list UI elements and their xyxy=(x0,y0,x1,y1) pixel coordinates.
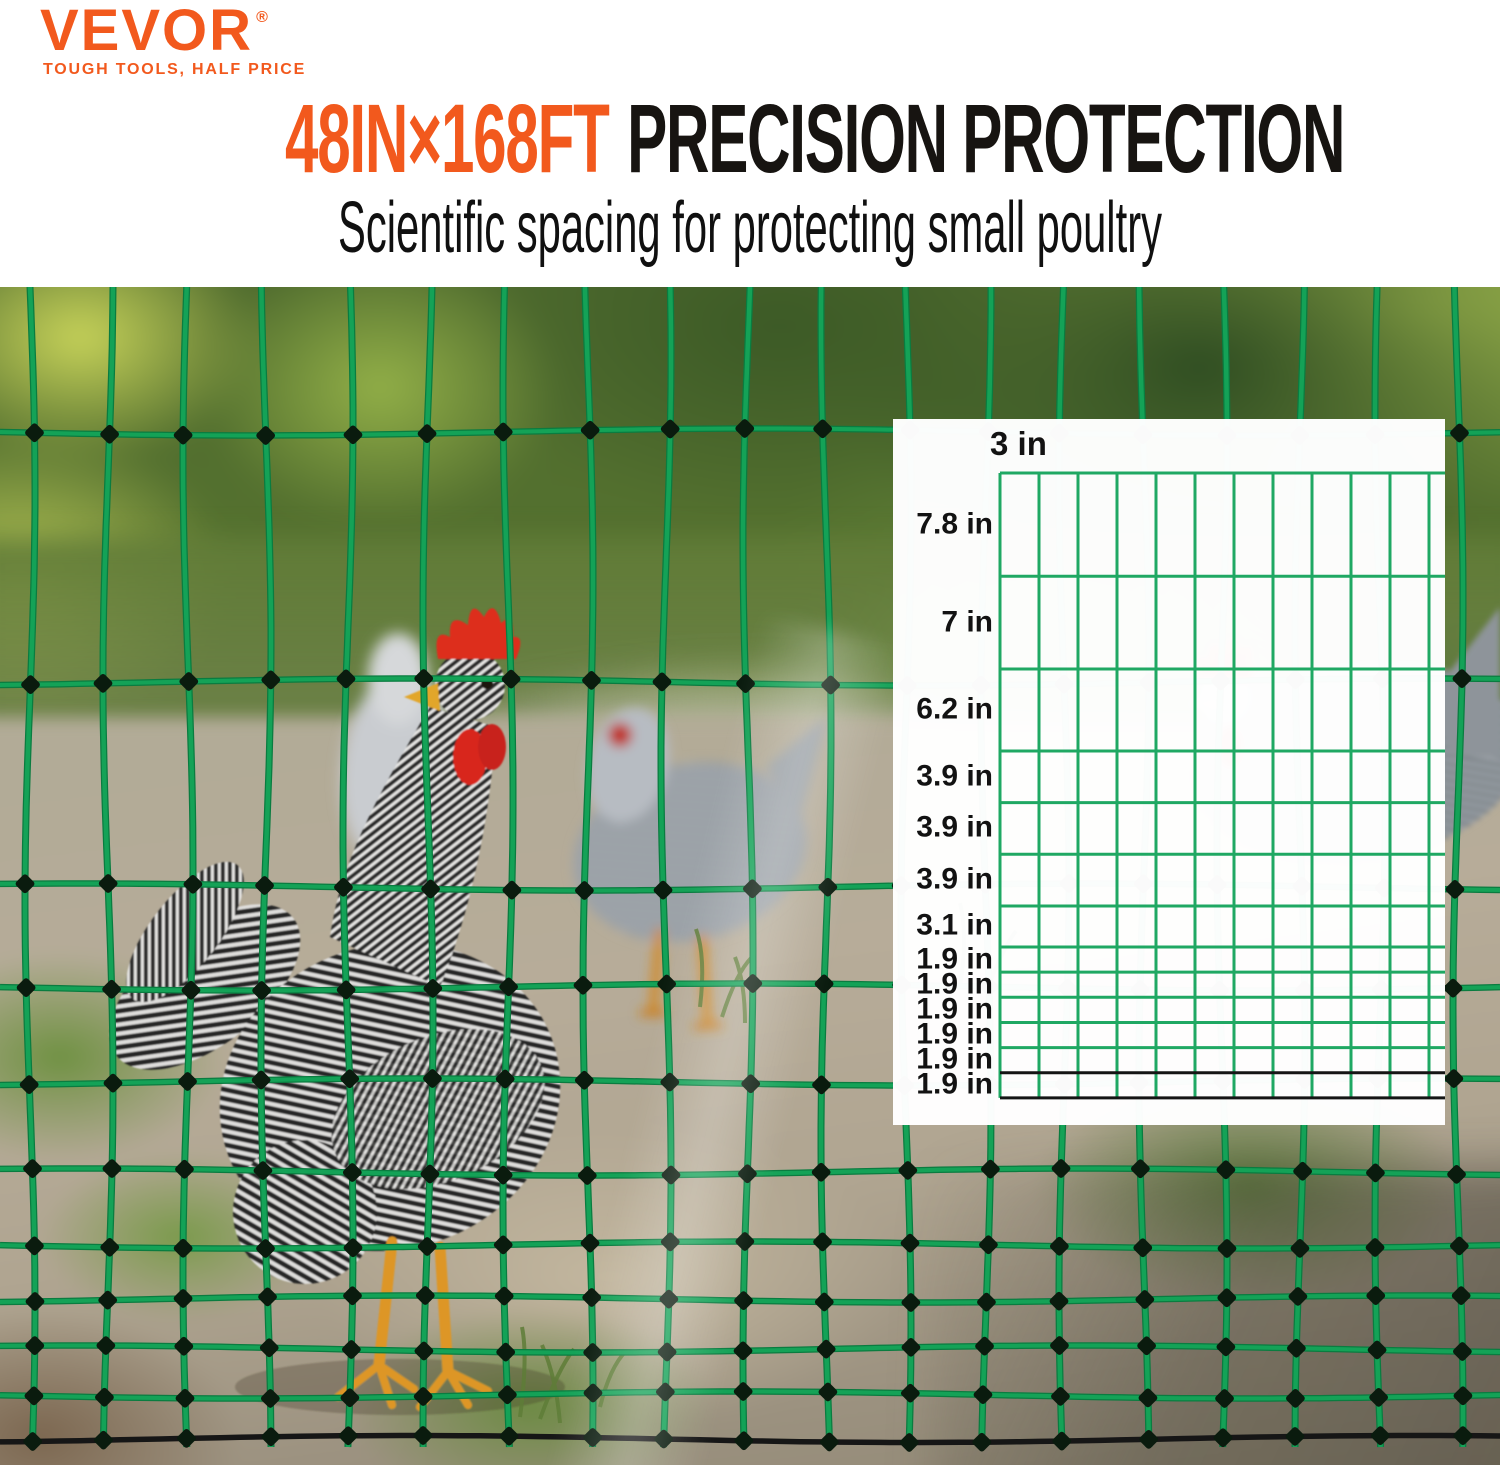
row-spacing-label: 3.9 in xyxy=(916,759,993,793)
column-spacing-label: 3 in xyxy=(990,425,1047,462)
row-spacing-label: 7 in xyxy=(941,605,993,639)
vevor-logo-text: VEVOR xyxy=(40,0,254,63)
row-spacing-label: 1.9 in xyxy=(916,967,993,1001)
row-spacing-label: 1.9 in xyxy=(916,1067,993,1101)
photo-shadow xyxy=(930,1167,1500,1465)
row-spacing-label: 1.9 in xyxy=(916,1017,993,1051)
vevor-logo: VEVOR ® xyxy=(40,2,268,60)
mesh-spacing-grid xyxy=(998,471,1445,1100)
headline-title: PRECISION PROTECTION xyxy=(627,84,1345,193)
row-spacing-label: 3.9 in xyxy=(916,862,993,896)
row-spacing-label: 1.9 in xyxy=(916,941,993,975)
row-spacing-label: 3.9 in xyxy=(916,810,993,844)
row-spacing-label: 3.1 in xyxy=(916,908,993,942)
registered-mark: ® xyxy=(256,9,268,26)
headline-size: 48IN×168FT xyxy=(285,84,610,193)
headline: 48IN×168FT PRECISION PROTECTION xyxy=(285,90,1345,187)
measure-panel: 3 in 7.8 in 7 in 6.2 in 3.9 in 3.9 in 3.9 in 3… xyxy=(893,419,1445,1125)
row-spacing-label: 6.2 in xyxy=(916,692,993,726)
row-spacing-label: 7.8 in xyxy=(916,507,993,541)
brand-tagline: TOUGH TOOLS, HALF PRICE xyxy=(43,61,307,78)
headline-subtitle: Scientific spacing for protecting small … xyxy=(338,188,1162,268)
row-spacing-label: 1.9 in xyxy=(916,992,993,1026)
row-spacing-label: 1.9 in xyxy=(916,1042,993,1076)
